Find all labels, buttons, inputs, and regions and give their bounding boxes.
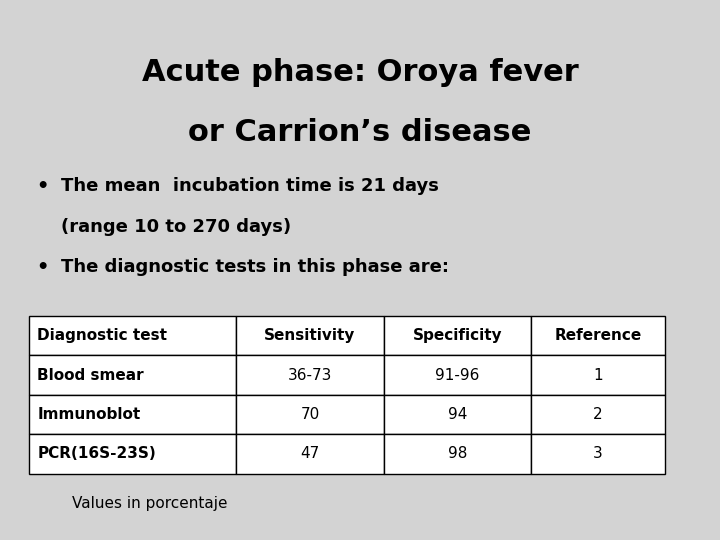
- Text: or Carrion’s disease: or Carrion’s disease: [189, 118, 531, 147]
- FancyBboxPatch shape: [236, 434, 384, 474]
- FancyBboxPatch shape: [29, 395, 236, 434]
- Text: 70: 70: [300, 407, 320, 422]
- Text: Immunoblot: Immunoblot: [37, 407, 140, 422]
- FancyBboxPatch shape: [531, 355, 665, 395]
- FancyBboxPatch shape: [236, 395, 384, 434]
- Text: The mean  incubation time is 21 days: The mean incubation time is 21 days: [61, 177, 439, 195]
- Text: (range 10 to 270 days): (range 10 to 270 days): [61, 218, 292, 236]
- Text: Sensitivity: Sensitivity: [264, 328, 356, 343]
- FancyBboxPatch shape: [384, 316, 531, 355]
- Text: 3: 3: [593, 447, 603, 461]
- Text: Diagnostic test: Diagnostic test: [37, 328, 168, 343]
- FancyBboxPatch shape: [29, 316, 236, 355]
- FancyBboxPatch shape: [384, 434, 531, 474]
- Text: 91-96: 91-96: [435, 368, 480, 382]
- Text: Specificity: Specificity: [413, 328, 502, 343]
- Text: Acute phase: Oroya fever: Acute phase: Oroya fever: [142, 58, 578, 87]
- Text: Reference: Reference: [554, 328, 642, 343]
- Text: The diagnostic tests in this phase are:: The diagnostic tests in this phase are:: [61, 258, 449, 276]
- Text: •: •: [36, 258, 48, 277]
- FancyBboxPatch shape: [384, 395, 531, 434]
- FancyBboxPatch shape: [29, 434, 236, 474]
- FancyBboxPatch shape: [531, 395, 665, 434]
- FancyBboxPatch shape: [236, 316, 384, 355]
- Text: 98: 98: [448, 447, 467, 461]
- FancyBboxPatch shape: [236, 355, 384, 395]
- Text: Values in porcentaje: Values in porcentaje: [72, 496, 228, 511]
- Text: Blood smear: Blood smear: [37, 368, 144, 382]
- Text: PCR(16S-23S): PCR(16S-23S): [37, 447, 156, 461]
- Text: 47: 47: [300, 447, 320, 461]
- Text: •: •: [36, 177, 48, 196]
- Text: 94: 94: [448, 407, 467, 422]
- FancyBboxPatch shape: [29, 355, 236, 395]
- Text: 2: 2: [593, 407, 603, 422]
- Text: 1: 1: [593, 368, 603, 382]
- FancyBboxPatch shape: [384, 355, 531, 395]
- FancyBboxPatch shape: [531, 316, 665, 355]
- FancyBboxPatch shape: [531, 434, 665, 474]
- Text: 36-73: 36-73: [288, 368, 332, 382]
